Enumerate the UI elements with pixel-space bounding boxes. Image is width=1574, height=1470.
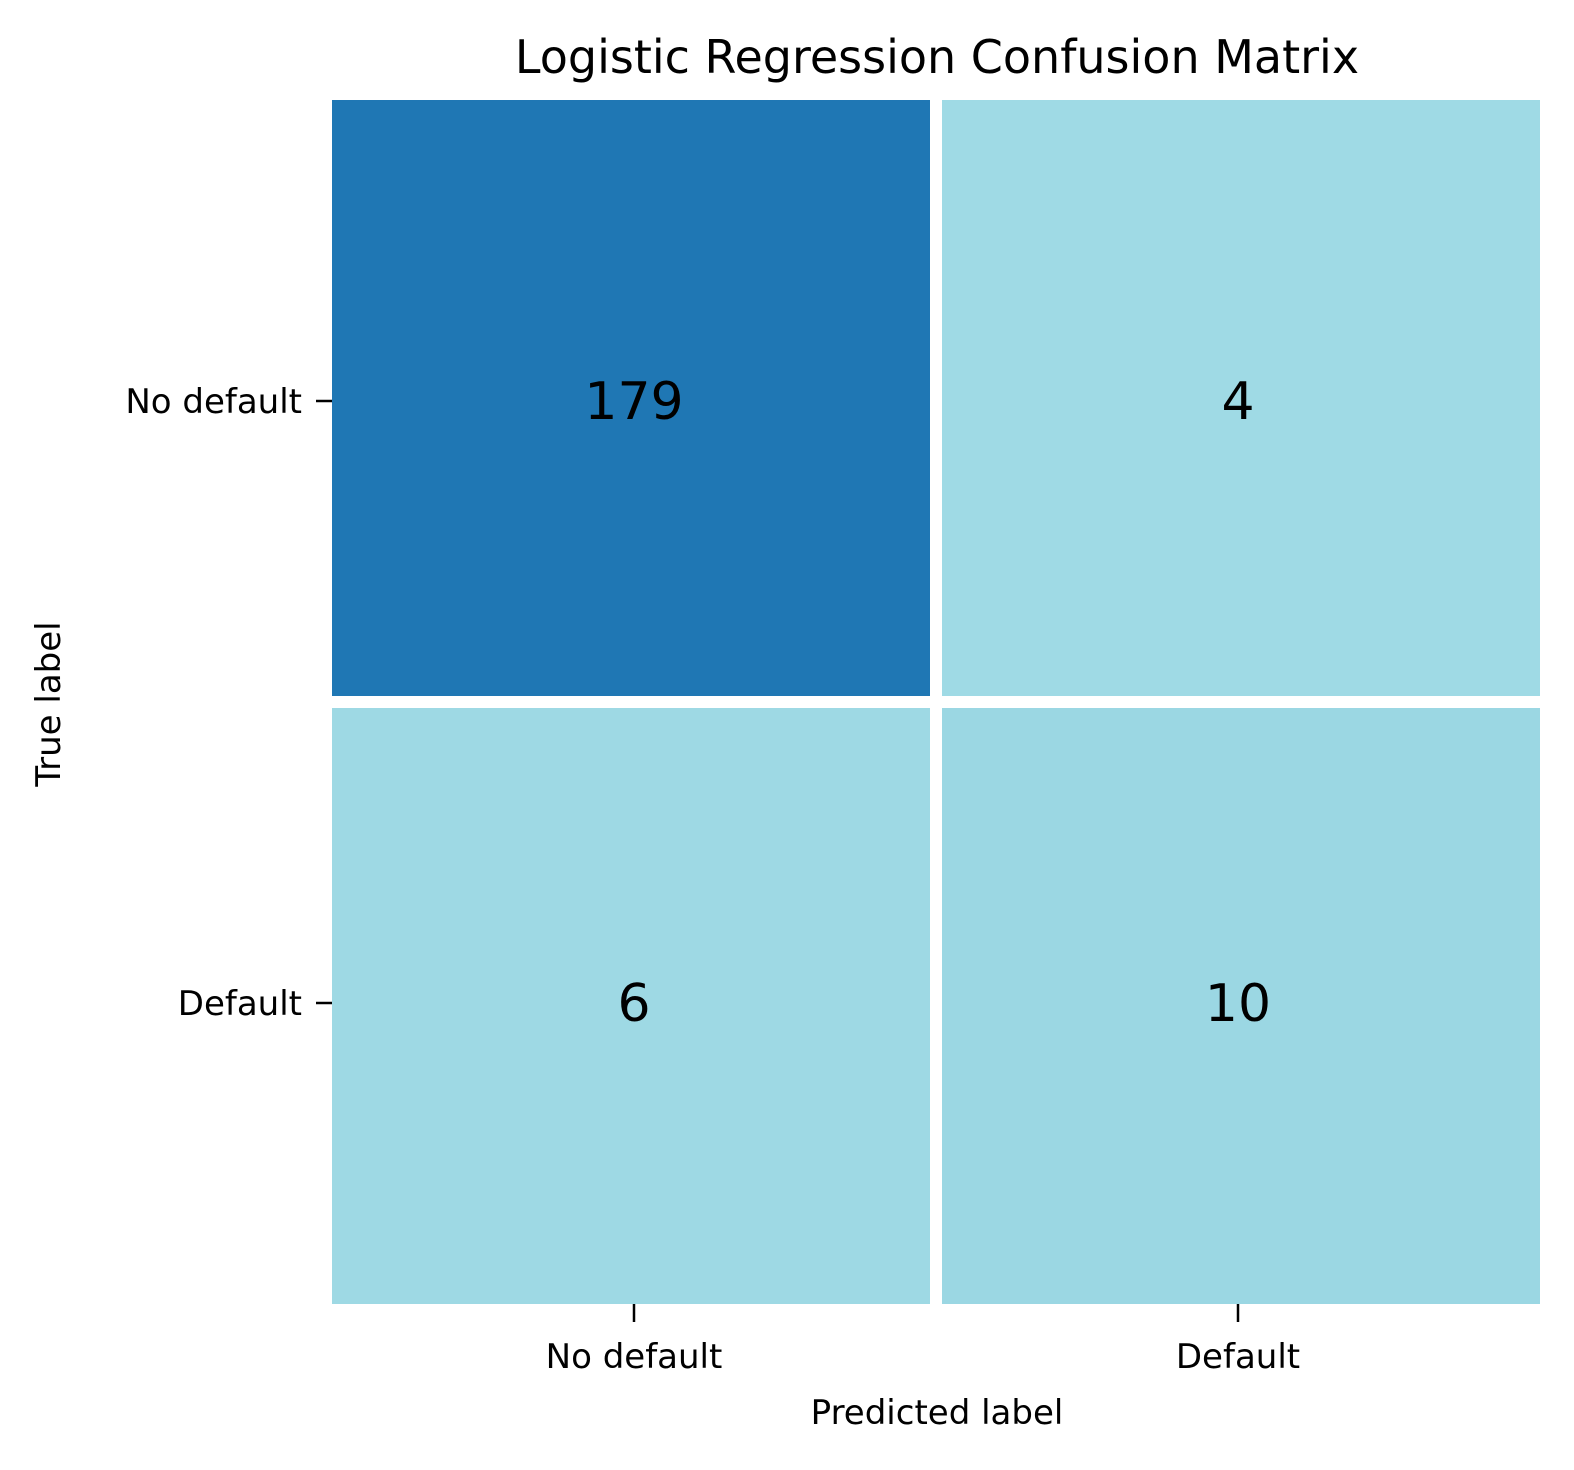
heatmap-cell-1-1: [942, 708, 1540, 1304]
cell-value-0-1: 4: [1221, 372, 1254, 432]
x-axis-label: Predicted label: [811, 1393, 1064, 1433]
heatmap-cell-1-0: [332, 708, 930, 1304]
cell-value-0-0: 179: [584, 372, 683, 432]
y-tick-label: No default: [125, 382, 302, 422]
cell-value-1-0: 6: [617, 974, 650, 1034]
cell-values: 179 4 6 10: [584, 372, 1271, 1034]
x-tick-label: Default: [1176, 1337, 1300, 1377]
chart-title: Logistic Regression Confusion Matrix: [515, 30, 1359, 84]
x-axis-ticks: No default Default: [546, 1304, 1300, 1377]
heatmap-cell-0-0: [332, 100, 930, 696]
cell-value-1-1: 10: [1205, 974, 1271, 1034]
y-axis-label: True label: [29, 621, 69, 787]
heatmap-cell-0-1: [942, 100, 1540, 696]
heatmap-cells: [332, 100, 1540, 1304]
y-axis-ticks: No default Default: [125, 382, 332, 1024]
x-tick-label: No default: [546, 1337, 723, 1377]
y-tick-label: Default: [178, 984, 302, 1024]
